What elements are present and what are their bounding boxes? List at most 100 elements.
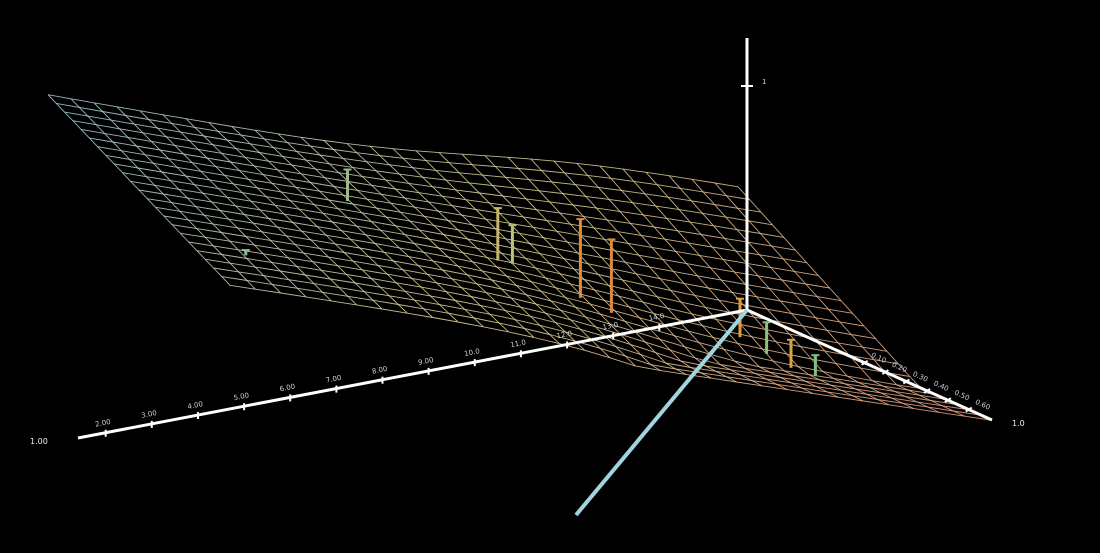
surface-grid-line xyxy=(259,152,283,157)
surface-grid-line xyxy=(711,377,737,383)
surface-grid-line xyxy=(389,164,413,169)
surface-grid-line xyxy=(734,360,760,368)
surface-grid-line xyxy=(744,367,756,375)
surface-grid-line xyxy=(102,111,112,121)
surface-grid-line xyxy=(375,170,400,175)
surface-grid-line xyxy=(191,162,202,172)
surface-grid-line xyxy=(772,360,785,372)
surface-grid-line xyxy=(632,290,658,298)
surface-grid-line xyxy=(226,196,237,207)
surface-grid-line xyxy=(298,208,309,219)
surface-grid-line xyxy=(451,278,462,289)
surface-grid-line xyxy=(919,394,945,400)
surface-grid-line xyxy=(415,150,440,154)
surface-grid-line xyxy=(505,176,517,189)
surface-grid-line xyxy=(282,156,293,166)
surface-grid-line xyxy=(619,210,644,216)
surface-grid-line xyxy=(248,178,258,189)
surface-grid-line xyxy=(589,303,601,315)
surface-grid-line xyxy=(930,400,943,407)
surface-grid-line xyxy=(436,282,462,289)
surface-grid-line xyxy=(255,266,281,272)
surface-grid-line xyxy=(481,270,493,281)
surface-grid-line xyxy=(271,182,282,193)
surface-grid-line xyxy=(698,342,710,355)
surface-grid-line xyxy=(469,182,493,186)
surface-grid-line xyxy=(550,300,562,311)
surface-grid-line xyxy=(734,360,746,369)
surface-grid-line xyxy=(713,225,738,231)
x-axis-tick-label: 2.00 xyxy=(95,418,112,429)
surface-grid-line xyxy=(277,226,302,232)
surface-grid-line xyxy=(262,174,273,184)
surface-grid-line xyxy=(186,197,197,207)
surface-grid-line xyxy=(766,378,792,384)
surface-grid-line xyxy=(916,401,943,407)
surface-grid-line xyxy=(404,197,415,208)
surface-grid-line xyxy=(673,271,685,284)
surface-grid-line xyxy=(791,382,803,389)
surface-grid-line xyxy=(479,192,503,197)
surface-grid-line xyxy=(180,232,189,243)
surface-grid-line xyxy=(817,296,842,302)
surface-grid-line xyxy=(375,170,386,181)
surface-grid-line xyxy=(457,229,482,235)
surface-grid-line xyxy=(369,145,394,150)
surface-grid-line xyxy=(560,309,586,318)
surface-grid-line xyxy=(381,193,405,199)
surface-grid-line xyxy=(746,262,771,268)
surface-grid-line xyxy=(471,164,483,176)
surface-grid-line xyxy=(620,333,631,345)
surface-grid-line xyxy=(402,269,413,279)
surface-grid-line xyxy=(473,317,500,324)
surface-grid-line xyxy=(816,296,829,310)
surface-grid-line xyxy=(725,195,739,209)
surface-grid-line xyxy=(792,292,805,306)
surface-grid-line xyxy=(541,170,553,183)
surface-grid-line xyxy=(433,225,444,235)
surface-grid-line xyxy=(433,224,458,231)
surface-grid-line xyxy=(280,292,307,298)
right-axis-tick xyxy=(944,397,952,404)
surface-grid-line xyxy=(746,263,759,277)
surface-grid-line xyxy=(239,170,249,180)
surface-grid-line xyxy=(129,158,154,164)
surface-grid-line xyxy=(419,229,430,240)
surface-grid-line xyxy=(894,390,920,396)
surface-grid-line xyxy=(678,209,691,223)
surface-grid-line xyxy=(196,250,206,260)
surface-grid-line xyxy=(397,304,408,314)
surface-grid-line xyxy=(352,166,377,172)
surface-grid-line xyxy=(412,167,436,171)
surface-grid-line xyxy=(702,325,728,332)
surface-grid-line xyxy=(615,345,641,355)
surface-grid-line xyxy=(273,147,284,157)
x-axis-tick-label: 3.00 xyxy=(141,409,158,420)
surface-grid-line xyxy=(64,111,74,122)
surface-grid-line xyxy=(104,132,128,138)
surface-grid-line xyxy=(253,165,264,175)
surface-grid-line xyxy=(683,283,696,296)
surface-grid-line xyxy=(259,152,269,162)
surface-grid-line xyxy=(630,222,655,228)
surface-grid-line xyxy=(481,233,492,245)
surface-grid-line xyxy=(144,154,169,160)
surface-grid-line xyxy=(694,294,720,301)
surface-grid-line xyxy=(555,287,566,298)
surface-grid-line xyxy=(346,143,358,154)
surface-grid-line xyxy=(433,260,458,267)
surface-grid-line xyxy=(314,204,339,210)
surface-grid-line xyxy=(604,300,616,312)
surface-grid-line xyxy=(97,146,122,152)
surface-grid-line xyxy=(139,110,150,120)
surface-grid-line xyxy=(791,382,817,388)
surface-grid-line xyxy=(296,265,322,271)
surface-grid-line xyxy=(822,370,848,377)
surface-grid-line xyxy=(376,207,387,218)
surface-grid-line xyxy=(635,365,661,372)
surface-grid-line xyxy=(402,157,414,169)
surface-grid-line xyxy=(730,369,742,376)
surface-grid-line xyxy=(102,111,126,116)
surface-grid-line xyxy=(858,381,884,387)
surface-grid-line xyxy=(808,374,834,379)
